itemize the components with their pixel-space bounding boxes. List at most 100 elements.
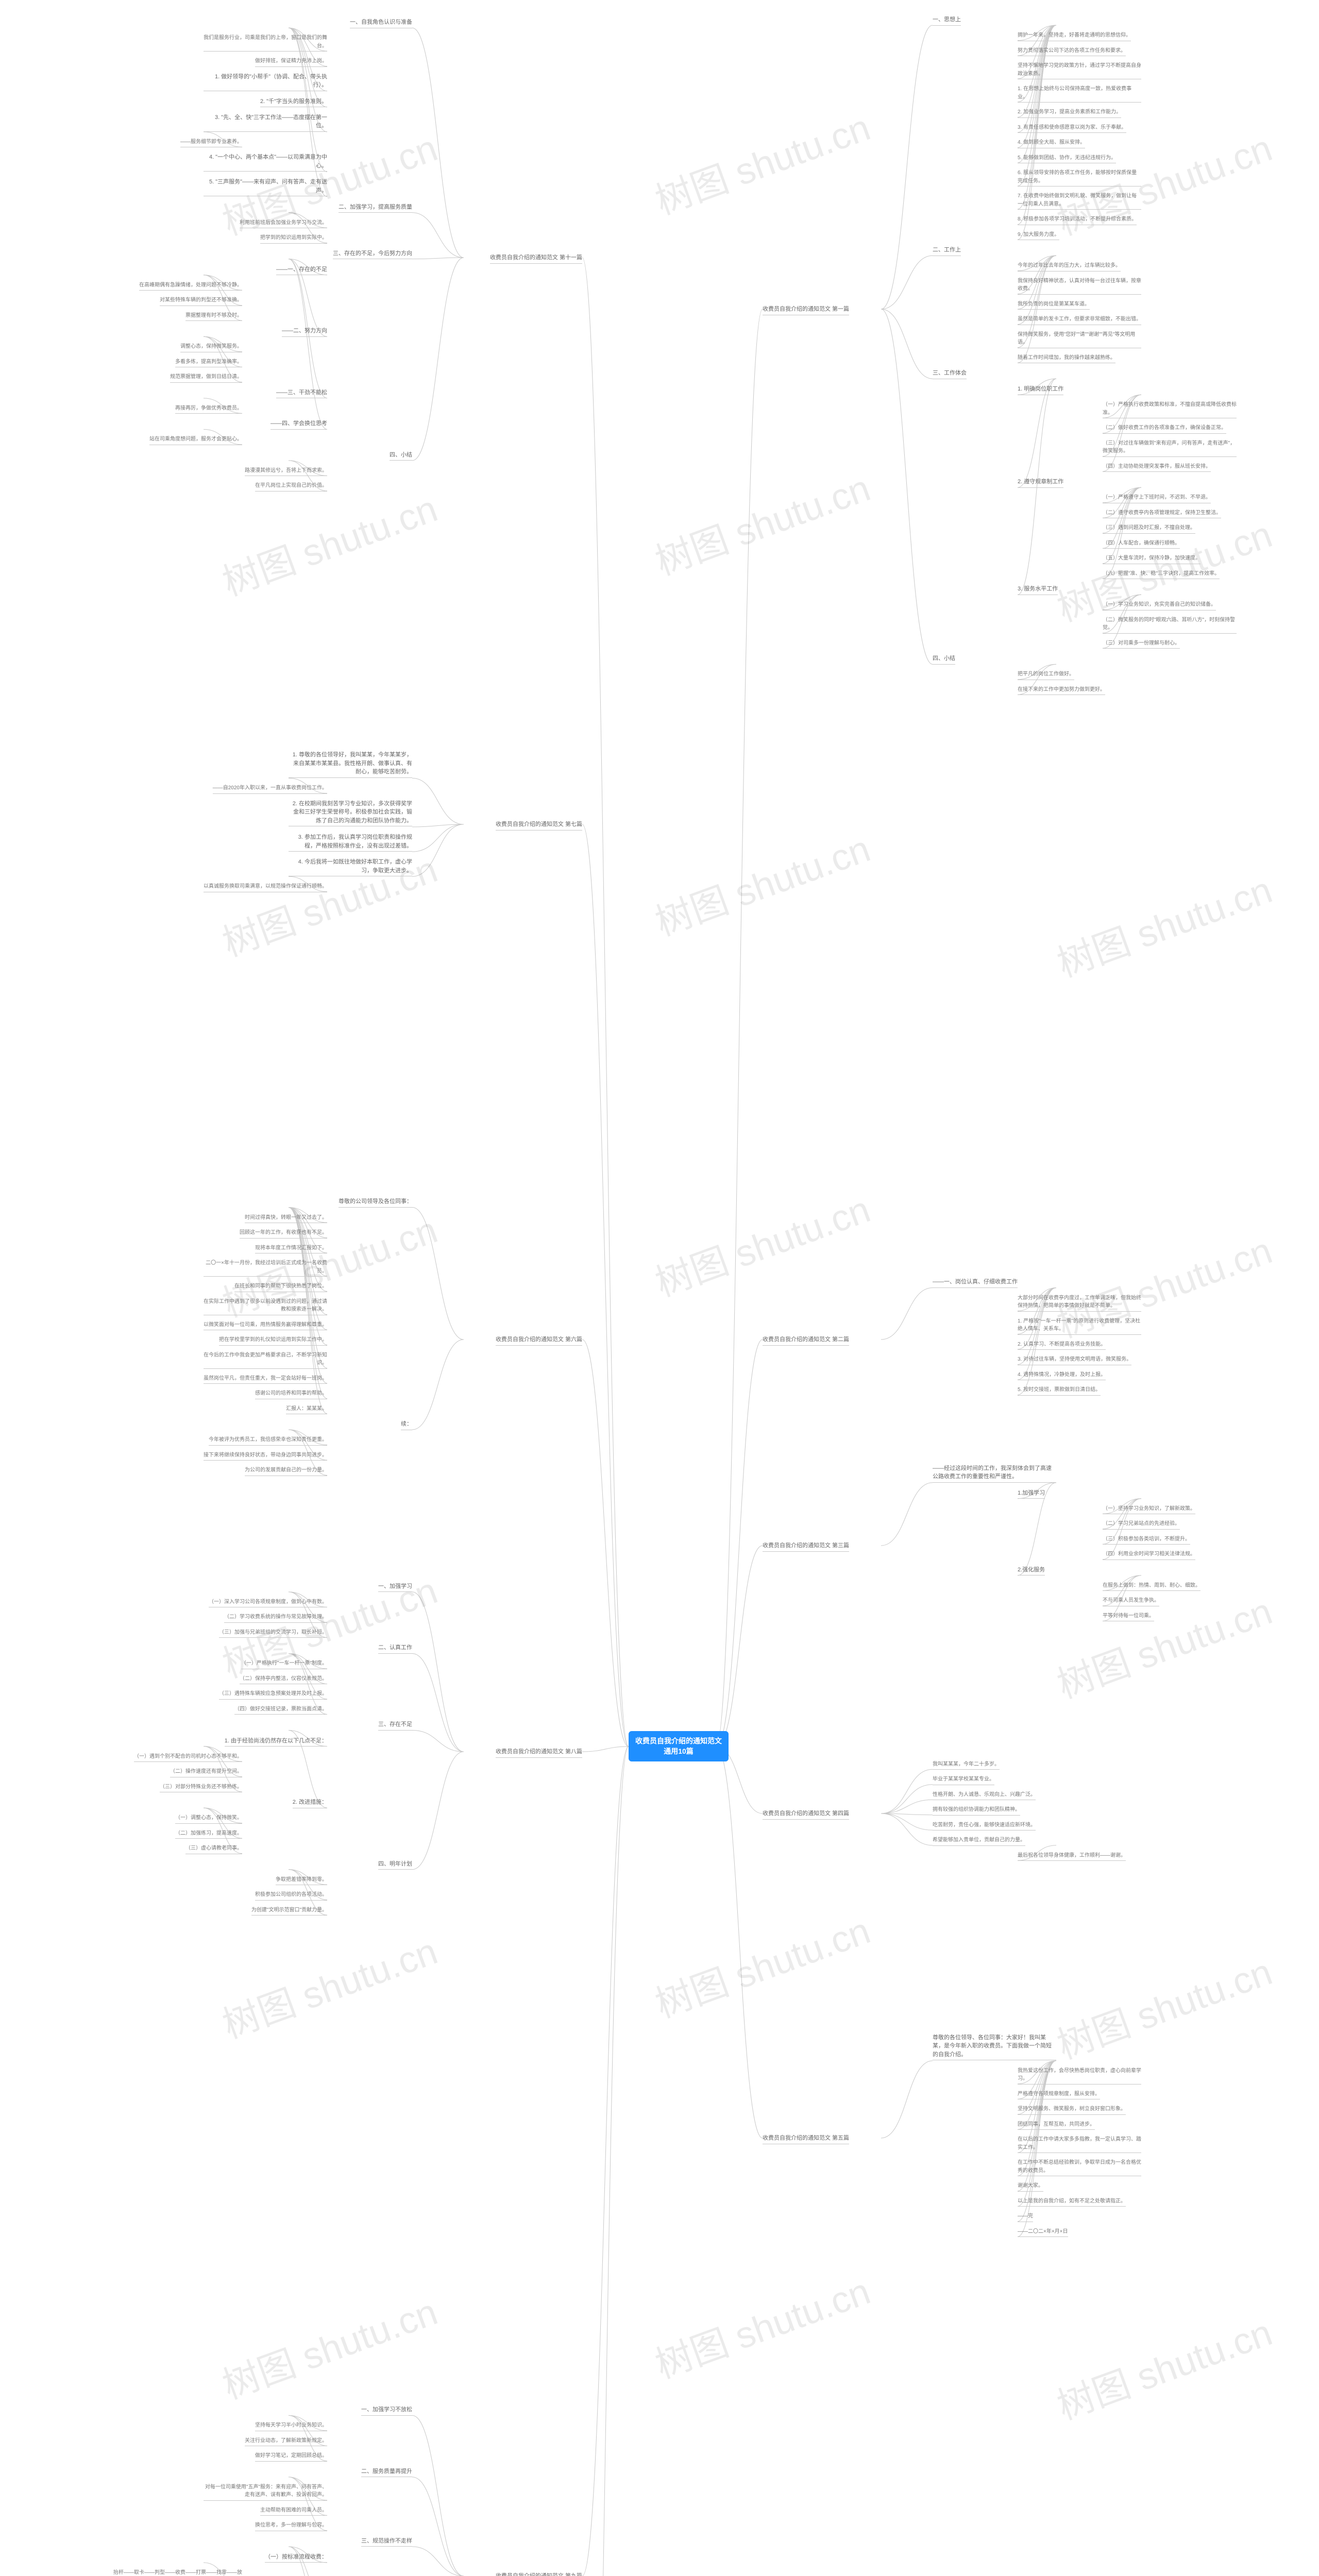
- node-label: 再接再厉，争做优秀收费员。: [175, 404, 242, 414]
- node-label: 2. 在校期间我刻苦学习专业知识，多次获得奖学金和三好学生荣誉称号。积极参加社会…: [289, 800, 412, 827]
- mindmap-leaf: 汇报人：某某某。: [204, 1405, 327, 1415]
- node-label: （二）遵守收费亭内各项管理规定，保持卫生整洁。: [1103, 509, 1221, 519]
- mindmap-leaf: 今年被评为优秀员工，我倍感荣幸也深知责任更重。: [204, 1436, 327, 1446]
- node-label: 3. 服务水平工作: [1018, 585, 1058, 595]
- mindmap-leaf: 4. 遇特殊情况，冷静处理，及时上报。: [1018, 1371, 1141, 1381]
- mindmap-leaf: 团结同事，互帮互助，共同进步。: [1018, 2121, 1141, 2130]
- root-subtitle: 通用10篇: [664, 1747, 694, 1755]
- mindmap-leaf: 争取把差错率降到零。: [204, 1876, 327, 1886]
- mindmap-node: 1. 做好领导的"小帮手"（协调、配合、带头执行）。: [204, 73, 327, 91]
- mindmap-node: 2. 在校期间我刻苦学习专业知识，多次获得奖学金和三好学生荣誉称号。积极参加社会…: [289, 800, 412, 827]
- node-label: 三、存在不足: [378, 1720, 412, 1731]
- node-label: 把学到的知识运用到实际中。: [260, 234, 327, 244]
- node-label: （三）遇特殊车辆按应急预案处理并及时上报。: [219, 1690, 327, 1700]
- mindmap-leaf: 希望能够加入贵单位，贡献自己的力量。: [933, 1836, 1056, 1846]
- mindmap-leaf: （三）对部分特殊业务还不够熟练。: [108, 1783, 242, 1793]
- node-label: 为公司的发展贡献自己的一份力量。: [245, 1466, 327, 1476]
- mindmap-node: 5. "三声服务"——来有迎声、问有答声、走有送声。: [204, 178, 327, 196]
- section-label: 收费员自我介绍的通知范文 第七篇: [464, 820, 582, 831]
- mindmap-leaf: 在班长和同事的帮助下很快熟悉了岗位。: [204, 1282, 327, 1292]
- node-label: ——一、岗位认真、仔细收费工作: [933, 1278, 1018, 1288]
- watermark: 树图 shutu.cn: [214, 479, 444, 606]
- section-label: 收费员自我介绍的通知范文 第五篇: [763, 2134, 881, 2144]
- mindmap-leaf: 在服务上做到：热情、周到、耐心、细致。: [1103, 1582, 1237, 1591]
- node-label: 现将本年度工作情况汇报如下。: [255, 1244, 327, 1254]
- node-label: 我们是服务行业，司乘是我们的上帝，窗口是我们的舞台。: [204, 34, 327, 52]
- node-label: 把平凡的岗位工作做好。: [1018, 670, 1074, 680]
- node-label: （一）严格执行收费政策和标准，不擅自提高或降低收费标准。: [1103, 401, 1237, 418]
- mindmap-leaf: 利用班前班后会加强业务学习与交流。: [204, 219, 327, 229]
- mindmap-leaf: 在接下来的工作中更加努力做到更好。: [1018, 686, 1141, 696]
- node-label: 二、工作上: [933, 246, 961, 256]
- node-label: 感谢公司的培养和同事的帮助。: [255, 1389, 327, 1399]
- node-label: 二、认真工作: [378, 1643, 412, 1654]
- node-label: 今年的过年比去年的压力大，过车辆比较多。: [1018, 262, 1121, 272]
- mindmap-leaf: 3. 对待过往车辆，坚持使用文明用语，微笑服务。: [1018, 1355, 1141, 1365]
- mindmap-leaf: 对某些特殊车辆的判型还不够准确。: [108, 296, 242, 306]
- mindmap-leaf: ——完: [1018, 2212, 1141, 2222]
- node-label: 三、规范操作不走样: [361, 2537, 412, 2547]
- mindmap-node: 一、思想上: [933, 15, 1056, 26]
- mindmap-leaf: 在平凡岗位上实现自己的价值。: [204, 482, 327, 492]
- node-label: 1. 严格按"一车一杆一票"的原则进行收费管理，坚决杜绝人情车、关系车。: [1018, 1317, 1141, 1335]
- node-label: 1. 做好领导的"小帮手"（协调、配合、带头执行）。: [204, 73, 327, 91]
- mindmap-leaf: 感谢公司的培养和同事的帮助。: [204, 1389, 327, 1399]
- watermark: 树图 shutu.cn: [647, 97, 876, 225]
- mindmap-leaf: 规范票据管理，做到日结日清。: [108, 373, 242, 383]
- mindmap-node: 一、加强学习: [289, 1582, 412, 1592]
- node-label: 3. 参加工作后，我认真学习岗位职责和操作规程，严格按照标准作业，没有出现过差错…: [289, 833, 412, 852]
- node-label: 拥有较强的组织协调能力和团队精神。: [933, 1806, 1020, 1816]
- watermark: 树图 shutu.cn: [214, 2282, 444, 2410]
- node-label: 在今后的工作中我会更加严格要求自己，不断学习新知识。: [204, 1351, 327, 1369]
- mindmap-leaf: （四）人车配合，确保通行顺畅。: [1103, 539, 1237, 549]
- mindmap-leaf: 接下来将继续保持良好状态，带动身边同事共同进步。: [204, 1451, 327, 1461]
- mindmap-leaf: （三）加强与兄弟班组的交流学习，取长补短。: [204, 1629, 327, 1638]
- mindmap-leaf: 吃苦耐劳，责任心强，能够快速适应新环境。: [933, 1821, 1056, 1831]
- node-label: ——服务细节即专业素养。: [180, 138, 242, 148]
- node-label: 坚持每天学习半小时业务知识。: [255, 2421, 327, 2431]
- node-label: 我热爱这份工作，会尽快熟悉岗位职责，虚心向前辈学习。: [1018, 2067, 1141, 2084]
- mindmap-node: 一、自我角色认识与准备: [289, 18, 412, 28]
- mindmap-leaf: 拥护一年来，坚持走，好善将走通明的思想信仰。: [1018, 31, 1141, 41]
- mindmap-node: 3. "先、全、快"三字工作法——态度摆在第一位。: [204, 113, 327, 132]
- section-label: 收费员自我介绍的通知范文 第十一篇: [464, 253, 582, 264]
- mindmap-node: 二、认真工作: [289, 1643, 412, 1654]
- node-label: （一）学习业务知识，充实完善自己的知识储备。: [1103, 601, 1216, 611]
- node-label: 做好学习笔记，定期回顾总结。: [255, 2452, 327, 2462]
- node-label: 2. "千"字当头的服务准则。: [260, 97, 327, 108]
- mindmap-leaf: 在实际工作中遇到了很多以前没遇到过的问题，通过请教和摸索逐一解决。: [204, 1298, 327, 1315]
- node-label: （二）保持亭内整洁，仪容仪表规范。: [240, 1675, 327, 1685]
- mindmap-leaf: （四）主动协助处理突发事件，服从班长安排。: [1103, 463, 1237, 472]
- node-label: 做好排班，保证精力充沛上岗。: [255, 57, 327, 67]
- node-label: （二）加强练习，提高速度。: [175, 1829, 242, 1839]
- mindmap-node: 四、明年计划: [289, 1860, 412, 1870]
- node-label: （二）微笑服务的同时"眼观六路、耳听八方"，时刻保持警觉。: [1103, 616, 1237, 634]
- mindmap-leaf: （三）积极参加各类培训，不断提升。: [1103, 1535, 1237, 1545]
- mindmap-leaf: 5. 能够做到团结、协作，无违纪违规行为。: [1018, 154, 1141, 164]
- mindmap-node: 2. 遵守规章制工作: [1018, 478, 1141, 488]
- mindmap-root: 收费员自我介绍的通知范文 通用10篇: [629, 1731, 729, 1761]
- node-label: 4. 做到顾全大局、服从安排。: [1018, 139, 1085, 148]
- section-label: 收费员自我介绍的通知范文 第八篇: [464, 1748, 582, 1758]
- mindmap-leaf: （五）大量车流时，保持冷静，加快速度。: [1103, 554, 1237, 564]
- watermark: 树图 shutu.cn: [1049, 1942, 1278, 2070]
- section-label: 收费员自我介绍的通知范文 第一篇: [763, 305, 881, 315]
- root-title: 收费员自我介绍的通知范文: [635, 1737, 722, 1745]
- mindmap-leaf: （三）对过往车辆做到"来有迎声，问有答声，走有送声"，微笑服务。: [1103, 439, 1237, 457]
- node-label: 收费员自我介绍的通知范文 第七篇: [496, 820, 582, 831]
- node-label: 4. 今后我将一如既往地做好本职工作，虚心学习，争取更大进步。: [289, 858, 412, 876]
- mindmap-leaf: 为公司的发展贡献自己的一份力量。: [204, 1466, 327, 1476]
- mindmap-node: 1. 尊敬的各位领导好，我叫某某，今年某某岁，来自某某市某某县。我性格开朗、做事…: [289, 751, 412, 778]
- mindmap-leaf: （三）对司乘多一份理解与耐心。: [1103, 639, 1237, 649]
- node-label: ——经过这段时间的工作，我深刻体会到了高速公路收费工作的重要性和严谨性。: [933, 1464, 1056, 1483]
- node-label: （一）深入学习公司各项规章制度，做到心中有数。: [209, 1598, 327, 1608]
- node-label: 二、服务质量再提升: [361, 2467, 412, 2478]
- node-label: 谢谢大家。: [1018, 2182, 1043, 2192]
- node-label: 票据整理有时不够及时。: [185, 312, 242, 321]
- node-label: 坚持文明服务、微笑服务，树立良好窗口形象。: [1018, 2105, 1126, 2115]
- node-label: （一）坚持学习业务知识，了解新政策。: [1103, 1505, 1195, 1515]
- node-label: 在高峰期偶有急躁情绪，处理问题不够冷静。: [139, 281, 242, 291]
- mindmap-leaf: 大部分时间在收费亭内度过，工作单调乏味，但我始终保持热情，把简单的事情做好就是不…: [1018, 1294, 1141, 1312]
- node-label: 团结同事，互帮互助，共同进步。: [1018, 2121, 1095, 2130]
- node-label: 3. "先、全、快"三字工作法——态度摆在第一位。: [204, 113, 327, 132]
